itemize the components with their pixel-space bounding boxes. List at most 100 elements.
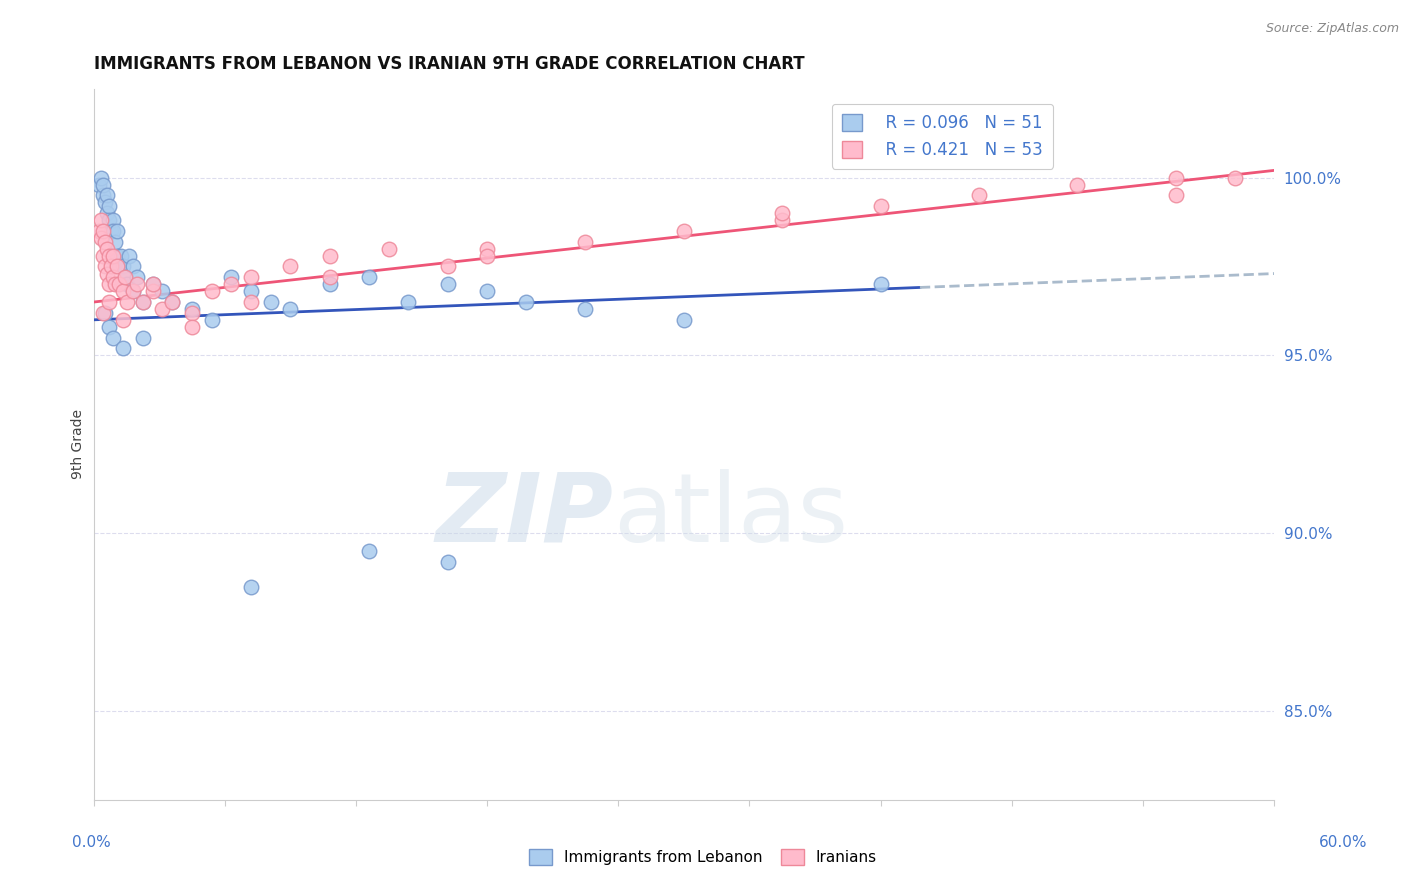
Point xyxy=(436,260,458,274)
Point xyxy=(125,270,148,285)
Point xyxy=(98,249,121,263)
Point xyxy=(132,295,155,310)
Point xyxy=(103,330,125,344)
Point xyxy=(98,320,121,334)
Point xyxy=(181,320,204,334)
Point xyxy=(357,270,380,285)
Point xyxy=(100,224,122,238)
Point xyxy=(112,341,135,355)
Point xyxy=(104,235,127,249)
Point xyxy=(90,170,112,185)
Point xyxy=(142,277,165,292)
Point xyxy=(318,249,340,263)
Point xyxy=(278,302,301,317)
Point xyxy=(869,277,891,292)
Point xyxy=(114,270,136,285)
Point xyxy=(515,295,537,310)
Legend:   R = 0.096   N = 51,   R = 0.421   N = 53: R = 0.096 N = 51, R = 0.421 N = 53 xyxy=(832,104,1053,169)
Point xyxy=(240,270,263,285)
Point xyxy=(103,270,125,285)
Text: 60.0%: 60.0% xyxy=(1319,836,1367,850)
Point xyxy=(396,295,419,310)
Point xyxy=(475,242,498,256)
Point xyxy=(278,260,301,274)
Point xyxy=(100,260,122,274)
Point xyxy=(103,224,125,238)
Point xyxy=(98,295,121,310)
Point xyxy=(105,249,128,263)
Point xyxy=(94,235,117,249)
Point xyxy=(1223,170,1246,185)
Point xyxy=(112,260,135,274)
Point xyxy=(90,231,112,245)
Text: 0.0%: 0.0% xyxy=(72,836,111,850)
Point xyxy=(574,235,596,249)
Point xyxy=(115,277,138,292)
Point xyxy=(96,267,118,281)
Point xyxy=(181,306,204,320)
Point xyxy=(122,285,145,299)
Point xyxy=(105,260,128,274)
Point xyxy=(240,580,263,594)
Point xyxy=(1164,188,1187,202)
Point xyxy=(162,295,184,310)
Point xyxy=(96,206,118,220)
Point xyxy=(221,270,243,285)
Point xyxy=(96,188,118,202)
Point xyxy=(318,270,340,285)
Point xyxy=(240,295,263,310)
Point xyxy=(240,285,263,299)
Point xyxy=(574,302,596,317)
Point xyxy=(104,277,127,292)
Legend: Immigrants from Lebanon, Iranians: Immigrants from Lebanon, Iranians xyxy=(523,843,883,871)
Point xyxy=(142,277,165,292)
Text: IMMIGRANTS FROM LEBANON VS IRANIAN 9TH GRADE CORRELATION CHART: IMMIGRANTS FROM LEBANON VS IRANIAN 9TH G… xyxy=(94,55,804,73)
Point xyxy=(259,295,281,310)
Point xyxy=(114,270,136,285)
Point xyxy=(152,285,174,299)
Point xyxy=(357,544,380,558)
Point xyxy=(770,213,793,227)
Point xyxy=(142,285,165,299)
Point xyxy=(152,302,174,317)
Point xyxy=(93,188,115,202)
Point xyxy=(125,277,148,292)
Point xyxy=(112,313,135,327)
Point xyxy=(869,199,891,213)
Point xyxy=(89,224,111,238)
Text: Source: ZipAtlas.com: Source: ZipAtlas.com xyxy=(1265,22,1399,36)
Point xyxy=(1066,178,1088,192)
Point xyxy=(98,213,121,227)
Point xyxy=(110,249,132,263)
Point xyxy=(115,295,138,310)
Point xyxy=(770,206,793,220)
Point xyxy=(90,213,112,227)
Point xyxy=(108,277,131,292)
Point xyxy=(96,242,118,256)
Point xyxy=(162,295,184,310)
Y-axis label: 9th Grade: 9th Grade xyxy=(72,409,86,479)
Point xyxy=(112,285,135,299)
Point xyxy=(201,285,224,299)
Point xyxy=(98,277,121,292)
Text: ZIP: ZIP xyxy=(434,469,613,562)
Point xyxy=(93,249,115,263)
Point xyxy=(122,285,145,299)
Point xyxy=(93,306,115,320)
Point xyxy=(377,242,399,256)
Point xyxy=(122,260,145,274)
Point xyxy=(181,302,204,317)
Point xyxy=(1164,170,1187,185)
Point xyxy=(89,178,111,192)
Point xyxy=(94,306,117,320)
Point xyxy=(93,178,115,192)
Point xyxy=(436,555,458,569)
Point xyxy=(94,260,117,274)
Point xyxy=(132,330,155,344)
Point xyxy=(201,313,224,327)
Point xyxy=(98,199,121,213)
Point xyxy=(108,260,131,274)
Text: atlas: atlas xyxy=(613,469,848,562)
Point xyxy=(672,313,695,327)
Point xyxy=(672,224,695,238)
